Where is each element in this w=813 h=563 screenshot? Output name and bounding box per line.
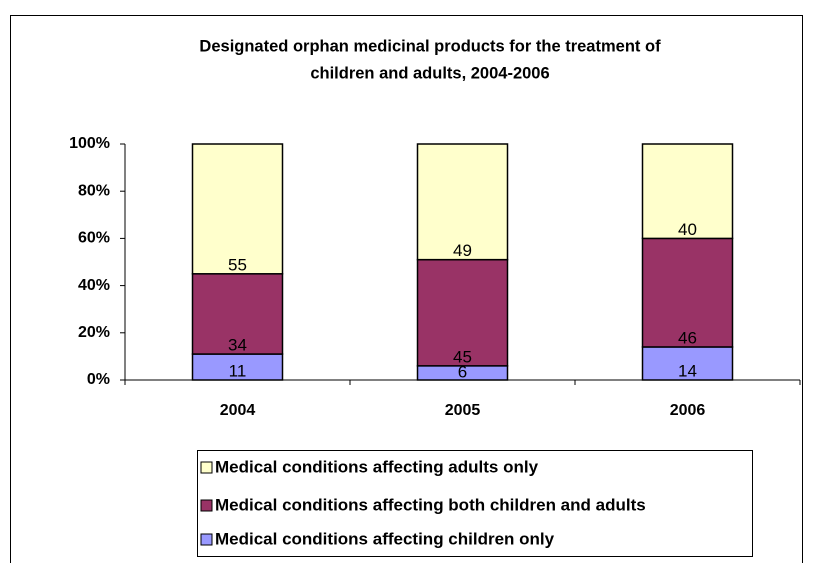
x-tick-label: 2005 (445, 402, 481, 419)
legend-swatch (200, 499, 213, 512)
bar-segment (191, 143, 284, 275)
chart-frame (10, 15, 803, 563)
bar-segment (416, 143, 509, 261)
bar-segment (191, 273, 284, 355)
bar-segment (416, 258, 509, 367)
x-tick-label: 2004 (220, 402, 256, 419)
y-tick-label: 80% (78, 182, 110, 199)
chart-title: children and adults, 2004-2006 (310, 64, 549, 82)
y-tick-label: 40% (78, 277, 110, 294)
legend-swatch (200, 533, 213, 546)
bar-segment (641, 346, 734, 381)
y-tick-label: 20% (78, 324, 110, 341)
data-label: 55 (228, 255, 247, 274)
y-tick-label: 100% (69, 135, 110, 152)
data-label: 45 (453, 347, 472, 366)
data-label: 49 (453, 241, 472, 260)
legend-swatch (200, 461, 213, 474)
y-tick-label: 0% (87, 371, 110, 388)
y-tick-label: 60% (78, 230, 110, 247)
bar-segment (641, 237, 734, 348)
data-label: 34 (228, 336, 247, 355)
x-tick-label: 2006 (670, 402, 706, 419)
legend-label: Medical conditions affecting adults only (215, 457, 539, 476)
bar-segment (641, 143, 734, 240)
data-label: 46 (678, 328, 697, 347)
data-label: 14 (678, 361, 697, 380)
legend-label: Medical conditions affecting both childr… (215, 495, 646, 514)
legend-label: Medical conditions affecting children on… (215, 529, 555, 548)
data-label: 40 (678, 220, 697, 239)
data-label: 11 (229, 361, 247, 380)
data-label: 6 (458, 362, 467, 381)
chart-title: Designated orphan medicinal products for… (199, 37, 661, 55)
legend-box (197, 450, 753, 557)
